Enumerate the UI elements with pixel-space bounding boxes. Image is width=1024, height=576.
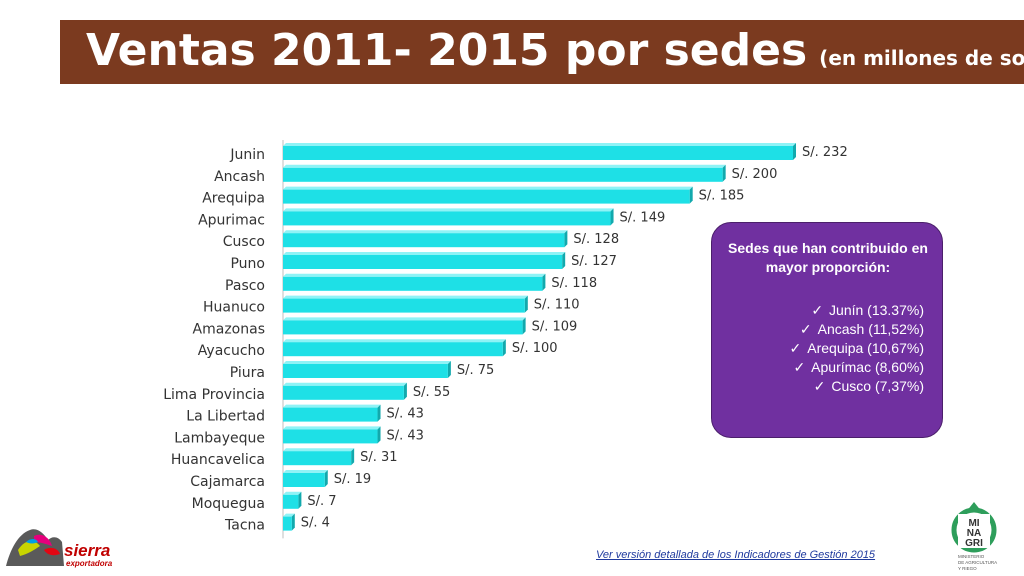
category-label: Cusco (223, 234, 265, 250)
category-label: Amazonas (193, 321, 265, 337)
bar-la-libertad (283, 404, 381, 422)
callout-item: ✓ Cusco (7,37%) (813, 378, 924, 394)
value-label: S/. 110 (534, 298, 580, 313)
category-label: Moquegua (192, 496, 265, 512)
bar-moquegua (283, 491, 302, 509)
checkmark-icon: ✓ (799, 321, 812, 337)
callout-item: ✓ Apurímac (8,60%) (793, 359, 924, 375)
category-labels: Junin Ancash Arequipa Apurimac Cusco Puno Pasc… (163, 147, 265, 534)
minagri-caption: Y RIEGO (958, 566, 977, 571)
bar-apurimac (283, 208, 614, 226)
category-label: Ancash (214, 169, 265, 185)
bar-arequipa (283, 186, 693, 204)
bar-junin (283, 143, 796, 160)
value-label: S/. 55 (413, 385, 450, 400)
callout-item: ✓ Arequipa (10,67%) (789, 340, 924, 356)
category-label: Puno (230, 256, 265, 272)
value-label: S/. 7 (307, 494, 336, 509)
value-label: S/. 43 (387, 428, 424, 443)
bars-group (283, 143, 796, 531)
value-label: S/. 100 (512, 341, 558, 356)
bar-tacna (283, 513, 295, 531)
callout-item: ✓ Junín (13.37%) (811, 302, 924, 318)
category-label: Cajamarca (190, 474, 265, 490)
category-label: Arequipa (202, 191, 265, 207)
bar-cusco (283, 230, 568, 248)
checkmark-icon: ✓ (789, 340, 802, 356)
value-label: S/. 43 (387, 407, 424, 422)
value-label: S/. 31 (360, 450, 397, 465)
minagri-logo: MI NA GRI MINISTERIO DE AGRICULTURA Y RI… (951, 502, 997, 571)
checkmark-icon: ✓ (813, 378, 826, 394)
category-label: Huancavelica (171, 452, 265, 468)
value-label: S/. 185 (699, 189, 745, 204)
value-label: S/. 118 (551, 276, 597, 291)
bar-ancash (283, 164, 726, 182)
callout-list: ✓ Junín (13.37%) ✓ Ancash (11,52%) ✓ Arequi… (790, 301, 924, 396)
bar-lambayeque (283, 426, 381, 444)
sierra-exportadora-logo: sierra exportadora (6, 529, 113, 568)
value-label: S/. 149 (620, 210, 666, 225)
category-label: Lima Provincia (163, 387, 265, 403)
category-label: Apurimac (198, 212, 265, 228)
value-label: S/. 19 (334, 472, 371, 487)
value-label: S/. 4 (301, 516, 330, 531)
bar-puno (283, 252, 566, 269)
title-main-text: Ventas 2011- 2015 por sedes (86, 25, 808, 76)
category-label: Tacna (224, 518, 265, 534)
category-label: Ayacucho (198, 343, 265, 359)
checkmark-icon: ✓ (793, 359, 806, 375)
bar-huancavelica (283, 448, 355, 466)
category-label: Junin (229, 147, 265, 163)
bar-lima-provincia (283, 382, 407, 400)
bar-ayacucho (283, 339, 506, 357)
minagri-caption: MINISTERIO (958, 554, 985, 559)
minagri-logo-text: NA (967, 528, 981, 539)
minagri-caption: DE AGRICULTURA (958, 560, 997, 565)
category-label: Huanuco (203, 300, 265, 316)
sierra-logo-text: sierra (64, 541, 110, 560)
category-label: La Libertad (186, 409, 265, 425)
bar-chart: Junin Ancash Arequipa Apurimac Cusco Puno Pasc… (163, 140, 848, 539)
category-label: Lambayeque (174, 430, 265, 446)
value-label: S/. 75 (457, 363, 494, 378)
value-label: S/. 109 (532, 319, 578, 334)
value-label: S/. 232 (802, 145, 848, 160)
bar-piura (283, 361, 451, 378)
title-bar (60, 20, 1024, 84)
title-subtitle: (en millones de soles) (819, 46, 1024, 70)
category-label: Piura (230, 365, 265, 381)
callout-item: ✓ Ancash (11,52%) (799, 321, 924, 337)
value-label: S/. 127 (571, 254, 617, 269)
bar-cajamarca (283, 470, 328, 487)
minagri-logo-text: GRI (965, 538, 983, 549)
value-label: S/. 128 (573, 232, 619, 247)
callout-title: Sedes que han contribuido en mayor propo… (728, 240, 928, 275)
callout-box: Sedes que han contribuido en mayor propo… (711, 222, 943, 438)
sierra-logo-subtext: exportadora (66, 559, 113, 568)
detailed-indicators-link[interactable]: Ver versión detallada de los Indicadores… (596, 549, 876, 561)
bar-amazonas (283, 317, 526, 335)
page-title: Ventas 2011- 2015 por sedes (en millones … (86, 22, 1024, 87)
bar-huanuco (283, 295, 528, 313)
bar-pasco (283, 273, 546, 291)
minagri-logo-text: MI (968, 518, 979, 529)
checkmark-icon: ✓ (811, 302, 824, 318)
value-label: S/. 200 (732, 167, 778, 182)
category-label: Pasco (225, 278, 265, 294)
